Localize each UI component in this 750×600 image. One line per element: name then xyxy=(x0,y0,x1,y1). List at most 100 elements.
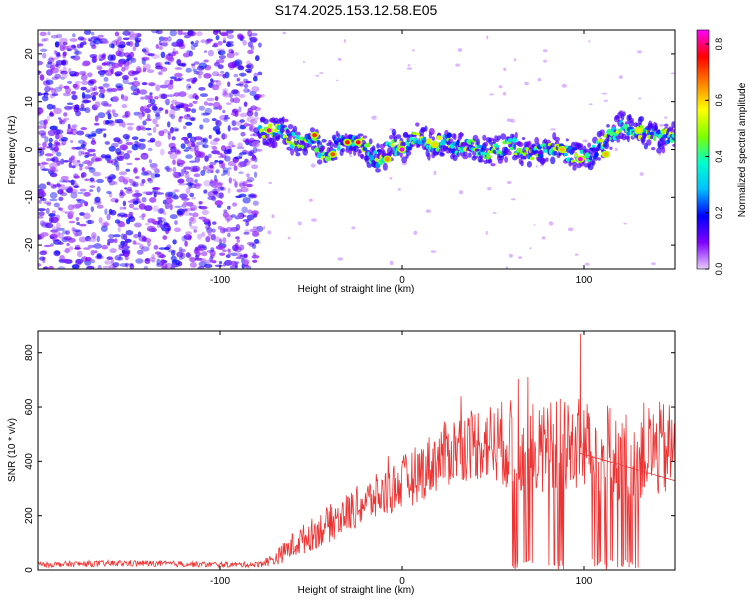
noise-blob xyxy=(183,114,191,120)
noise-blob xyxy=(245,179,253,183)
signal-halo xyxy=(462,154,469,160)
signal-halo xyxy=(604,141,610,150)
faint-speckle xyxy=(588,40,591,43)
signal-halo xyxy=(609,146,613,150)
noise-blob xyxy=(147,147,153,152)
noise-blob xyxy=(243,231,250,235)
noise-blob xyxy=(252,252,257,256)
noise-blob xyxy=(238,65,243,69)
noise-blob xyxy=(176,41,185,47)
noise-blob xyxy=(209,255,214,263)
noise-blob xyxy=(203,101,209,106)
noise-blob xyxy=(255,148,263,152)
noise-blob xyxy=(89,86,94,92)
noise-blob xyxy=(226,42,234,47)
noise-blob xyxy=(208,153,212,159)
noise-blob xyxy=(192,68,198,73)
noise-blob xyxy=(141,197,147,203)
noise-blob xyxy=(100,154,107,159)
noise-blob xyxy=(180,143,186,150)
noise-blob xyxy=(221,146,225,151)
noise-blob xyxy=(249,36,258,43)
noise-blob xyxy=(141,217,145,220)
noise-blob xyxy=(252,259,258,263)
noise-blob xyxy=(151,254,156,260)
signal-halo xyxy=(472,134,479,142)
noise-blob xyxy=(178,91,187,97)
signal-halo xyxy=(526,161,533,168)
signal-halo xyxy=(337,133,341,139)
noise-blob xyxy=(148,82,156,87)
noise-blob xyxy=(119,206,124,210)
noise-blob xyxy=(214,160,219,163)
noise-blob xyxy=(194,95,199,100)
faint-speckle xyxy=(550,128,557,131)
noise-blob xyxy=(50,229,59,233)
noise-blob xyxy=(149,197,157,203)
signal-halo xyxy=(506,150,512,156)
noise-blob xyxy=(107,176,113,183)
signal-halo xyxy=(459,131,463,139)
faint-speckle xyxy=(267,230,272,235)
peak-marker xyxy=(399,147,405,152)
noise-blob xyxy=(236,77,241,82)
signal-core xyxy=(563,153,568,157)
noise-blob xyxy=(237,161,244,168)
signal-core xyxy=(314,147,320,153)
noise-blob xyxy=(165,197,173,205)
noise-blob xyxy=(145,127,152,131)
noise-blob xyxy=(243,253,248,259)
signal-core xyxy=(365,142,371,148)
noise-blob xyxy=(177,178,185,184)
signal-halo xyxy=(309,127,316,133)
noise-blob xyxy=(63,112,68,117)
noise-blob xyxy=(154,173,161,178)
noise-blob xyxy=(59,118,63,125)
faint-speckle xyxy=(489,93,495,96)
noise-blob xyxy=(226,34,235,39)
noise-blob xyxy=(46,103,54,110)
noise-blob xyxy=(38,208,46,212)
noise-blob xyxy=(119,194,125,199)
noise-blob xyxy=(186,83,192,91)
noise-blob xyxy=(234,156,243,160)
signal-core xyxy=(672,133,675,139)
faint-speckle xyxy=(406,67,413,70)
peak-marker xyxy=(330,152,336,157)
signal-halo xyxy=(368,138,373,145)
noise-blob xyxy=(146,113,151,120)
noise-blob xyxy=(38,189,45,196)
noise-blob xyxy=(110,142,119,148)
noise-blob xyxy=(65,87,71,94)
noise-blob xyxy=(253,194,257,199)
noise-blob xyxy=(142,120,147,126)
noise-blob xyxy=(244,68,253,73)
signal-halo xyxy=(553,150,558,156)
noise-blob xyxy=(180,103,189,109)
noise-blob xyxy=(51,156,59,163)
noise-blob xyxy=(75,146,82,150)
noise-blob xyxy=(111,63,116,70)
noise-blob xyxy=(57,241,64,245)
noise-blob xyxy=(256,225,264,232)
faint-speckle xyxy=(561,83,567,88)
noise-blob xyxy=(128,40,134,47)
noise-blob xyxy=(195,40,199,44)
noise-blob xyxy=(164,109,169,114)
noise-blob xyxy=(128,211,133,216)
faint-speckle xyxy=(543,59,547,63)
noise-blob xyxy=(214,264,224,268)
noise-blob xyxy=(144,258,151,264)
noise-blob xyxy=(134,157,141,161)
noise-blob xyxy=(226,52,235,59)
noise-blob xyxy=(78,70,87,76)
noise-blob xyxy=(152,126,157,133)
noise-blob xyxy=(176,59,182,65)
noise-blob xyxy=(250,32,258,37)
noise-blob xyxy=(183,149,189,152)
faint-speckle xyxy=(319,72,324,74)
noise-blob xyxy=(114,161,120,168)
faint-speckle xyxy=(601,92,608,95)
noise-blob xyxy=(121,121,126,128)
noise-blob xyxy=(83,212,91,220)
